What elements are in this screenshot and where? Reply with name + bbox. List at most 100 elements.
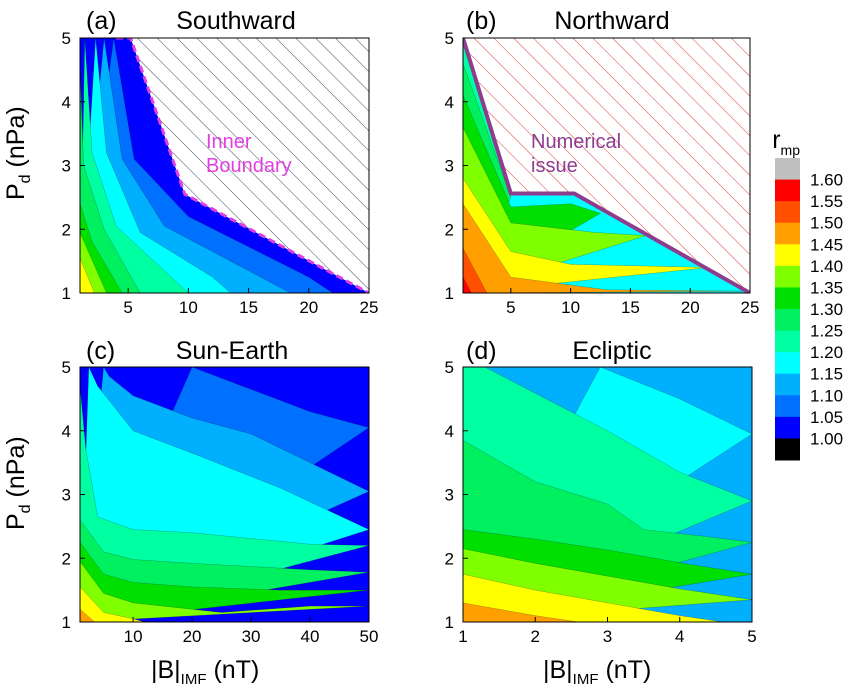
colorbar-label: 1.25 <box>810 322 843 341</box>
boundary-line <box>463 38 750 293</box>
x-tick-label: 10 <box>124 627 143 646</box>
contour-region-1.40 <box>80 586 145 622</box>
x-tick-label: 5 <box>747 627 756 646</box>
panel-label-a: (a) <box>86 7 117 35</box>
x-tick-label: 4 <box>675 627 684 646</box>
x-tick-label: 10 <box>561 298 580 317</box>
contour-region-1.20 <box>80 38 189 293</box>
x-tick-label: 50 <box>360 627 379 646</box>
panel-label-d: (d) <box>466 337 497 365</box>
x-tick-label: 40 <box>301 627 320 646</box>
colorbar-swatch <box>775 416 800 439</box>
colorbar-label: 1.45 <box>810 235 843 254</box>
colorbar-swatch <box>775 309 800 332</box>
panel-title-northward: Northward <box>554 7 669 35</box>
y-tick-label: 2 <box>62 220 71 239</box>
y-tick-label: 3 <box>62 486 71 505</box>
contour-region-1.45 <box>463 203 750 293</box>
colorbar-label: 1.35 <box>810 278 843 297</box>
x-tick-label: 25 <box>360 298 379 317</box>
hatched-region <box>463 38 750 293</box>
x-tick-label: 25 <box>741 298 760 317</box>
colorbar-swatch <box>775 287 800 310</box>
y-tick-label: 2 <box>445 549 454 568</box>
y-tick-label: 1 <box>62 613 71 632</box>
contour-region-1.35 <box>80 561 369 622</box>
annotation-numerical-issue-1: Numerical <box>531 131 621 153</box>
x-tick-label: 20 <box>183 627 202 646</box>
hatched-region <box>116 38 369 293</box>
x-axis-title-right: |B|IMF (nT) <box>543 656 651 688</box>
colorbar-swatch <box>775 222 800 245</box>
panel-label-c: (c) <box>86 337 115 365</box>
contour-region-1.25 <box>80 63 141 293</box>
colorbar: rmp 1.60 1.55 1.50 1.45 1.40 1.35 1.30 1.25 1.20… <box>772 126 843 461</box>
y-tick-label: 1 <box>445 613 454 632</box>
colorbar-swatch <box>775 373 800 396</box>
contour-region-1.40 <box>463 573 724 622</box>
colorbar-label: 1.30 <box>810 300 843 319</box>
x-tick-label: 15 <box>621 298 640 317</box>
colorbar-title: rmp <box>772 126 800 158</box>
y-tick-label: 2 <box>445 220 454 239</box>
contour-region-1.50 <box>463 248 488 293</box>
colorbar-swatch <box>775 438 800 461</box>
panel-title-sun-earth: Sun-Earth <box>176 337 289 365</box>
colorbar-label: 1.20 <box>810 343 843 362</box>
y-tick-label: 2 <box>62 549 71 568</box>
x-tick-label: 20 <box>681 298 700 317</box>
colorbar-swatch <box>775 158 800 181</box>
y-tick-label: 4 <box>445 422 454 441</box>
y-tick-label: 1 <box>62 284 71 303</box>
contour-region-1.45 <box>463 602 579 622</box>
panel-southward: 5 10 15 20 25 1 2 3 4 5 <box>62 29 379 317</box>
y-tick-label: 4 <box>62 422 71 441</box>
contour-region-1.40 <box>463 177 709 293</box>
x-tick-label: 10 <box>179 298 198 317</box>
colorbar-swatch <box>775 201 800 224</box>
x-tick-label: 15 <box>239 298 258 317</box>
x-tick-label: 2 <box>531 627 540 646</box>
contour-region-1.45 <box>80 608 96 622</box>
colorbar-swatch <box>775 265 800 288</box>
panel-title-southward: Southward <box>176 7 296 35</box>
y-tick-label: 5 <box>62 29 71 48</box>
y-tick-label: 5 <box>445 358 454 377</box>
contour-region-1.40 <box>80 257 95 293</box>
x-tick-label: 20 <box>299 298 318 317</box>
y-tick-label: 3 <box>445 157 454 176</box>
colorbar-label: 1.55 <box>810 192 843 211</box>
panel-title-ecliptic: Ecliptic <box>572 337 651 365</box>
colorbar-swatch <box>775 330 800 353</box>
contour-region-1.55 <box>463 276 472 293</box>
annotation-inner-boundary-2: Boundary <box>206 155 292 177</box>
x-tick-label: 30 <box>242 627 261 646</box>
colorbar-swatch <box>775 395 800 418</box>
y-tick-label: 4 <box>62 93 71 112</box>
colorbar-label: 1.50 <box>810 214 843 233</box>
panel-ecliptic: 1 2 3 4 5 1 2 3 4 5 <box>445 358 757 646</box>
annotation-inner-boundary-1: Inner <box>206 131 252 153</box>
colorbar-label: 1.00 <box>810 429 843 448</box>
colorbar-label: 1.40 <box>810 257 843 276</box>
y-tick-label: 4 <box>445 93 454 112</box>
x-tick-label: 3 <box>603 627 612 646</box>
colorbar-label: 1.15 <box>810 365 843 384</box>
x-axis-title-left: |B|IMF (nT) <box>151 656 259 688</box>
colorbar-label: 1.60 <box>810 171 843 190</box>
x-tick-label: 5 <box>123 298 132 317</box>
y-tick-label: 3 <box>62 157 71 176</box>
panel-northward: 5 10 15 20 25 1 2 3 4 5 <box>445 29 760 317</box>
y-tick-label: 5 <box>445 29 454 48</box>
y-tick-label: 1 <box>445 284 454 303</box>
colorbar-swatch <box>775 352 800 375</box>
colorbar-swatch <box>775 244 800 267</box>
y-axis-title-top: Pd (nPa) <box>2 106 34 200</box>
y-axis-title-bottom: Pd (nPa) <box>2 436 34 530</box>
annotation-numerical-issue-2: issue <box>531 155 578 177</box>
panel-label-b: (b) <box>466 7 497 35</box>
y-tick-label: 3 <box>445 486 454 505</box>
panel-sun-earth: 10 20 30 40 50 1 2 3 4 5 <box>62 358 379 646</box>
colorbar-swatch <box>775 179 800 202</box>
